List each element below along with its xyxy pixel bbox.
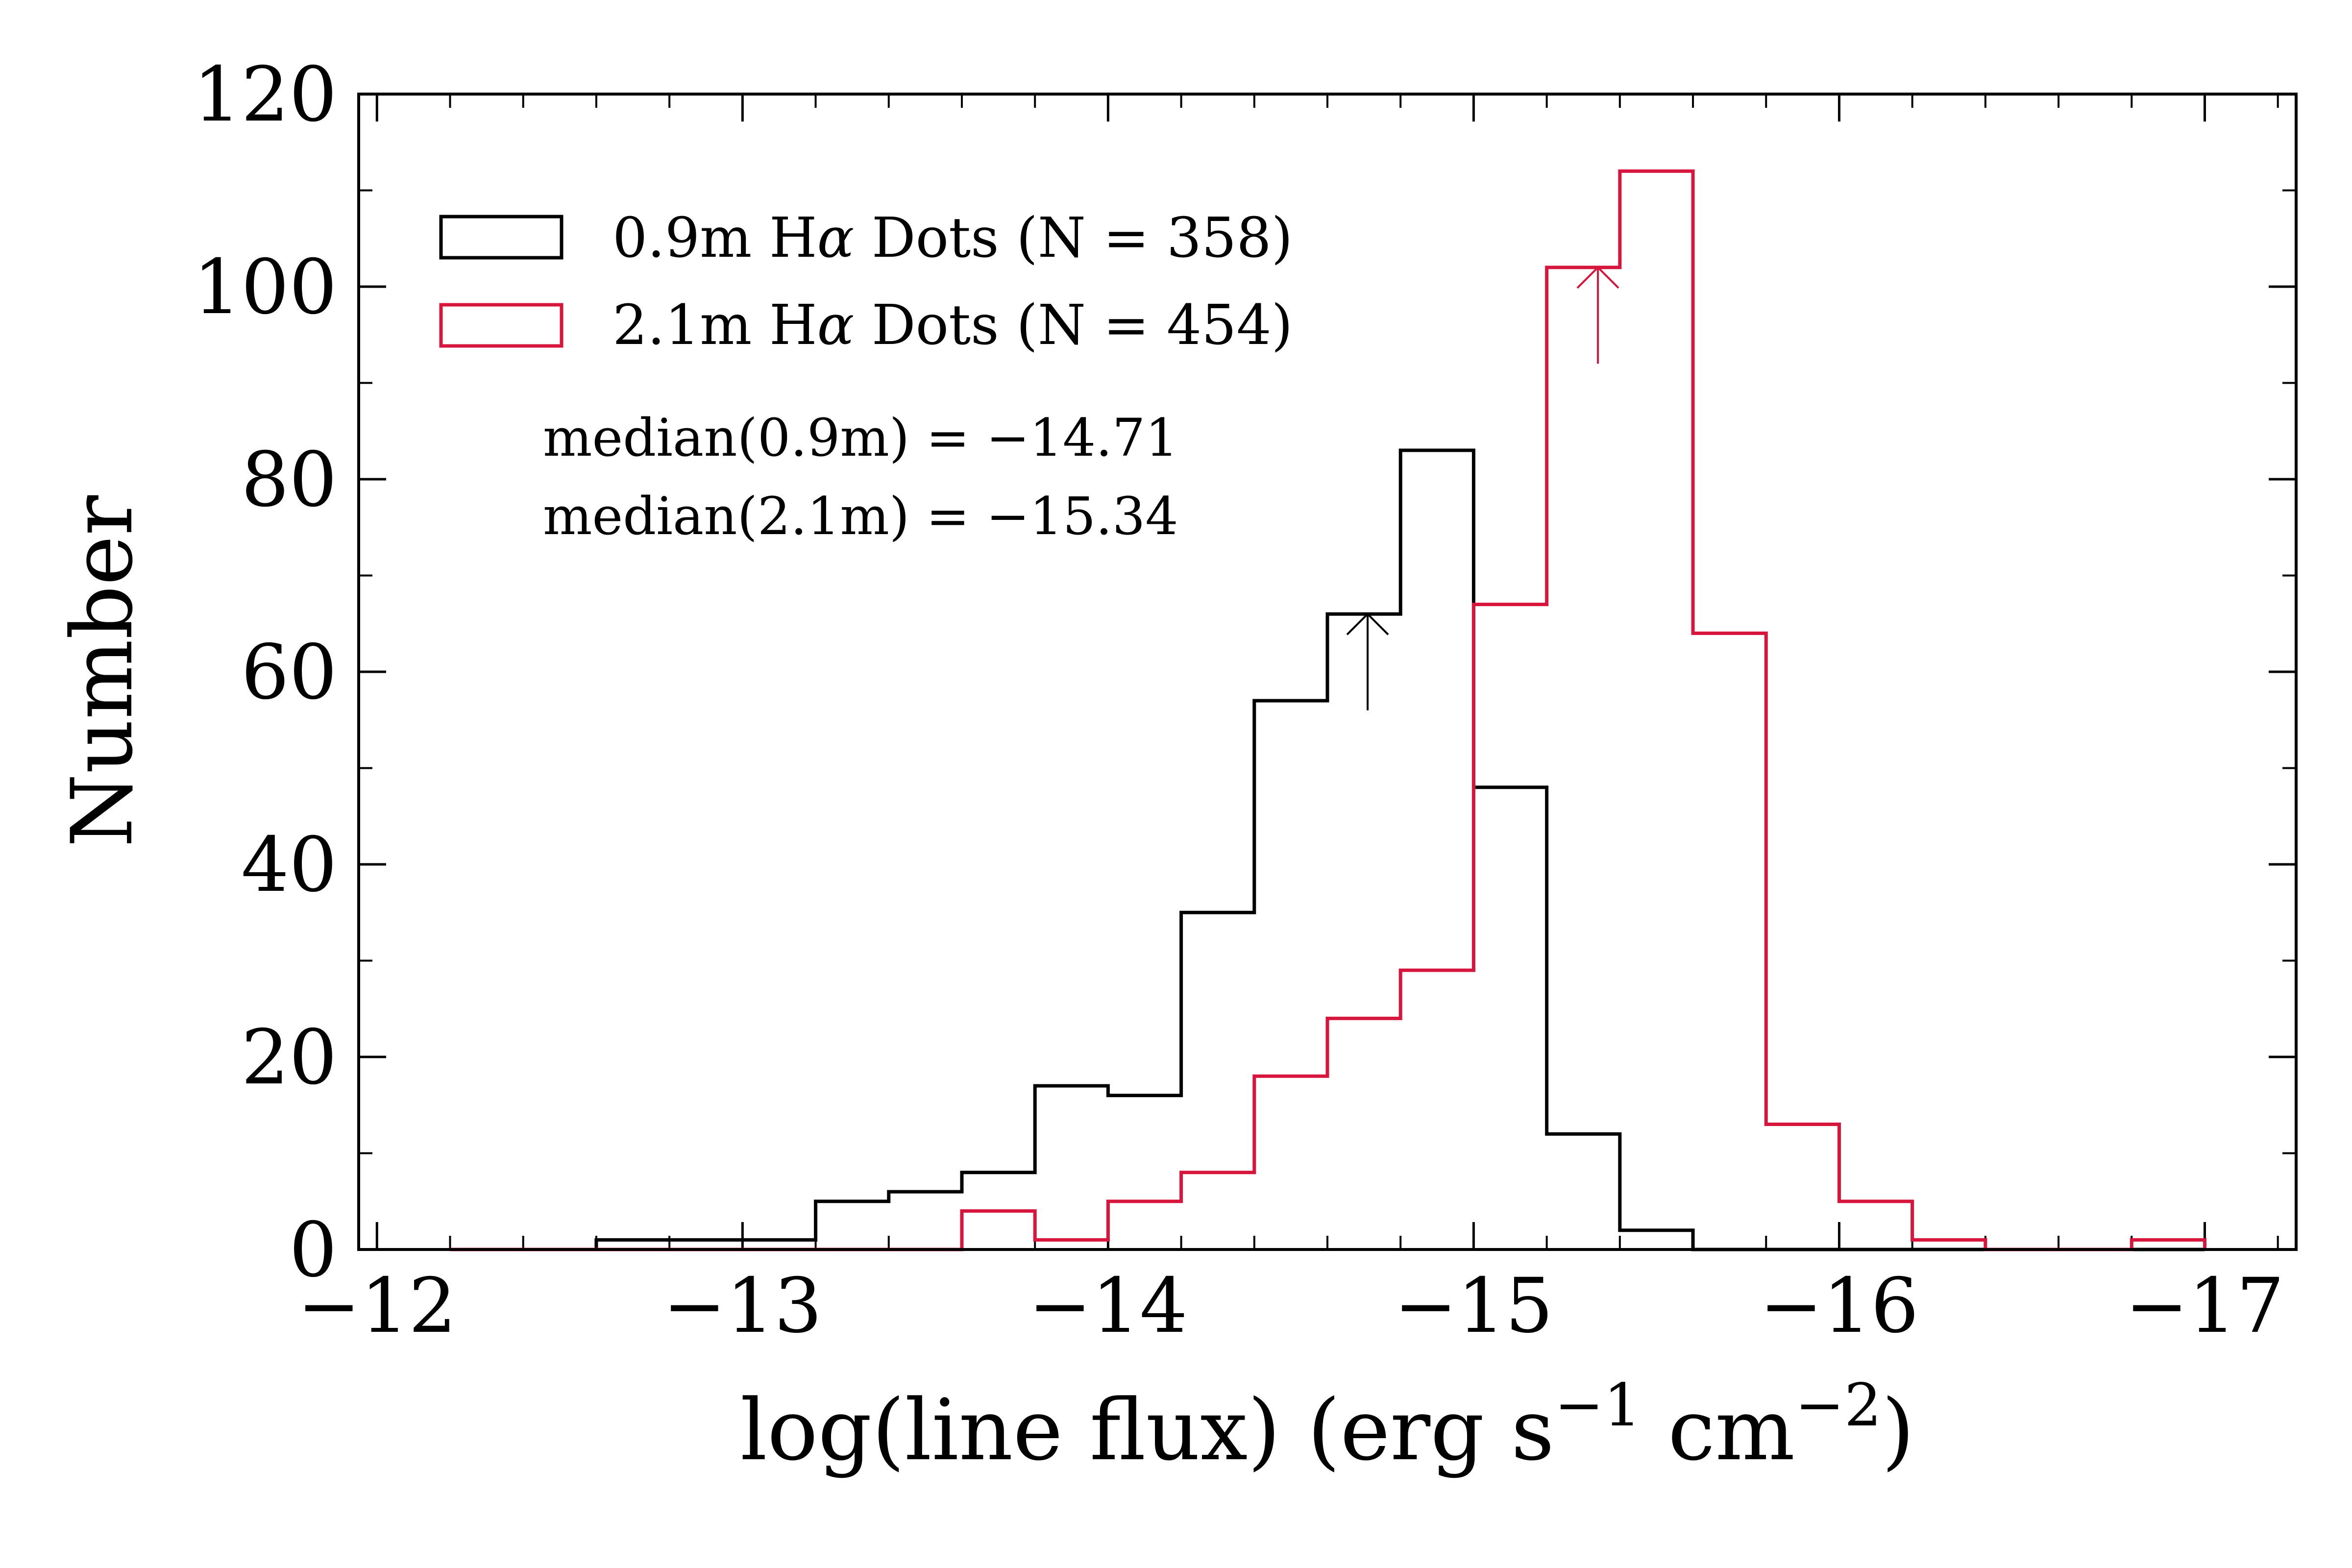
histogram-bar (1108, 1096, 1181, 1250)
histogram-bar (1254, 701, 1327, 1250)
median-annotation-21m: median(2.1m) = −15.34 (543, 486, 1178, 546)
histogram-bar (1400, 450, 1473, 1250)
legend-swatch-21m (439, 303, 564, 348)
histogram-bar (1547, 268, 1620, 1250)
median-arrow-head (1346, 612, 1389, 636)
x-tick-label: −12 (297, 1262, 457, 1350)
x-tick-label: −17 (2125, 1262, 2284, 1350)
x-tick-label: −15 (1394, 1262, 1553, 1350)
legend: 0.9m Hα Dots (N = 358) 2.1m Hα Dots (N =… (439, 206, 1293, 357)
median-arrow-head (1576, 266, 1619, 289)
x-axis-label-mid: cm (1641, 1381, 1795, 1479)
y-tick-label: 80 (241, 436, 337, 524)
y-tick-label: 40 (241, 821, 337, 909)
legend-label-21m: 2.1m Hα Dots (N = 454) (612, 294, 1293, 357)
y-axis-label: Number (53, 495, 151, 847)
tick-labels: −12 −13 −14 −15 −16 −17 0 20 40 60 80 100 120 (193, 51, 2284, 1350)
histogram-bar (962, 1211, 1035, 1250)
x-axis-label-main: log(line flux) (erg s (740, 1381, 1554, 1479)
legend-label-09m: 0.9m Hα Dots (N = 358) (612, 206, 1293, 270)
x-tick-label: −13 (663, 1262, 822, 1350)
histogram-bar (1547, 1134, 1620, 1250)
histogram-bar (1693, 633, 1766, 1250)
y-tick-label: 100 (193, 244, 337, 331)
x-axis-label-exp1: −1 (1554, 1372, 1641, 1440)
histogram-bar (1473, 787, 1546, 1250)
y-tick-label: 20 (241, 1014, 337, 1102)
histogram-bar (1254, 1076, 1327, 1250)
plot-frame (357, 93, 2298, 1251)
x-axis-label: log(line flux) (erg s−1 cm−2) (740, 1372, 1915, 1480)
y-tick-label: 0 (289, 1206, 337, 1294)
histogram-bar (1181, 1173, 1254, 1250)
histogram-bar (1839, 1201, 1912, 1250)
x-tick-label: −14 (1029, 1262, 1188, 1350)
histogram-bar (1108, 1201, 1181, 1250)
histogram-step-line (450, 448, 2205, 1251)
histogram-bar (1766, 1125, 1839, 1250)
legend-swatch-09m (439, 215, 564, 260)
y-tick-label: 60 (241, 629, 337, 716)
y-tick-label: 120 (193, 51, 337, 139)
median-annotation-09m: median(0.9m) = −14.71 (543, 408, 1178, 468)
histogram-bar (1035, 1086, 1108, 1250)
histogram-bar (1327, 614, 1400, 1250)
histogram-bar (1327, 1018, 1400, 1250)
histogram-bar (1473, 604, 1546, 1250)
x-tick-label: −16 (1760, 1262, 1919, 1350)
series-0 (450, 448, 2205, 1251)
histogram-bar (1181, 912, 1254, 1250)
histogram-bar (1620, 1230, 1693, 1250)
histogram-bar (816, 1201, 889, 1250)
histogram-bar (1400, 970, 1473, 1250)
x-axis-label-exp2: −2 (1795, 1372, 1882, 1440)
x-axis-label-end: ) (1882, 1381, 1914, 1479)
histogram-bar (1620, 171, 1693, 1250)
histogram-bar (889, 1192, 962, 1250)
